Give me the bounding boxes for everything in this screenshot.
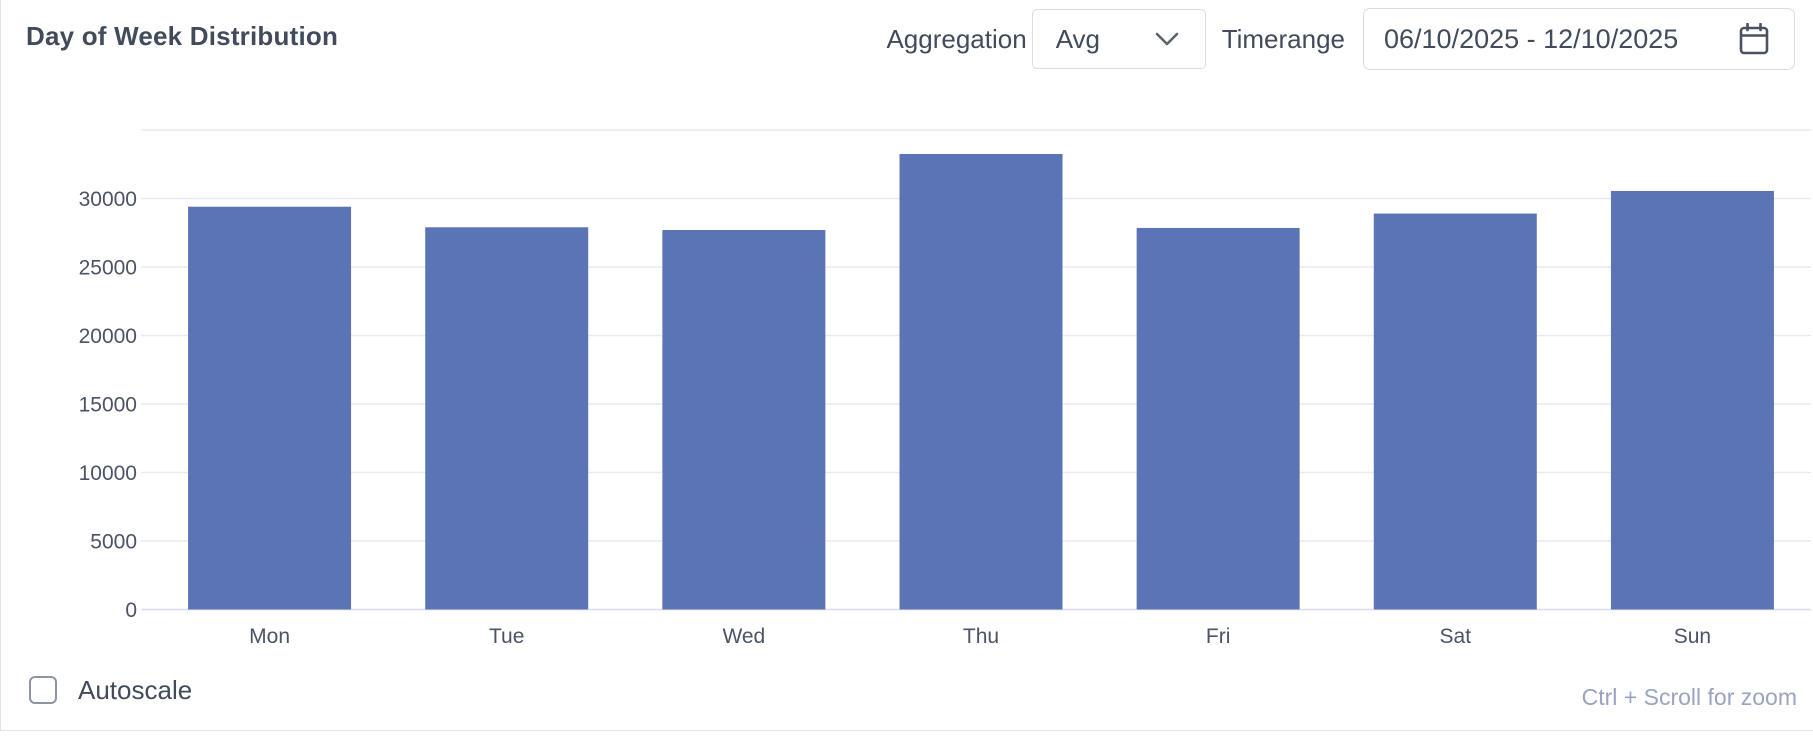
x-tick-label: Wed xyxy=(722,625,765,648)
x-tick-label: Sat xyxy=(1440,625,1472,648)
x-tick-label: Mon xyxy=(249,625,290,648)
chart-bar-tue[interactable] xyxy=(425,227,589,610)
x-tick-label: Fri xyxy=(1206,625,1231,648)
aggregation-selected-value: Avg xyxy=(1055,23,1101,54)
aggregation-label: Aggregation xyxy=(886,23,1027,54)
autoscale-label[interactable]: Autoscale xyxy=(78,674,193,705)
x-tick-label: Sun xyxy=(1674,625,1711,648)
header-controls: Aggregation Avg Timerange 06/10/2025 - 1… xyxy=(886,8,1795,70)
autoscale-checkbox[interactable] xyxy=(29,676,57,704)
y-tick-label: 10000 xyxy=(79,462,137,485)
x-tick-label: Thu xyxy=(963,625,999,648)
timerange-input[interactable]: 06/10/2025 - 12/10/2025 xyxy=(1363,8,1795,70)
timerange-value: 06/10/2025 - 12/10/2025 xyxy=(1384,23,1679,54)
chart-bar-fri[interactable] xyxy=(1136,227,1300,610)
x-axis-labels: Mon Tue Wed Thu Fri Sat Sun xyxy=(249,625,1711,648)
chevron-down-icon xyxy=(1155,32,1178,46)
chart-bar-thu[interactable] xyxy=(899,153,1063,610)
chart-bars xyxy=(188,153,1774,610)
chart-bar-sun[interactable] xyxy=(1610,190,1774,610)
y-tick-label: 15000 xyxy=(79,394,137,417)
y-tick-label: 5000 xyxy=(90,531,137,554)
chart-bar-mon[interactable] xyxy=(188,206,352,610)
y-tick-label: 30000 xyxy=(79,188,137,211)
y-tick-label: 0 xyxy=(125,599,137,622)
bar-chart-canvas[interactable]: 0 5000 10000 15000 20000 25000 30000 Mon Tue Wed… xyxy=(1,78,1813,658)
timerange-label: Timerange xyxy=(1221,23,1345,54)
y-tick-label: 25000 xyxy=(79,257,137,280)
zoom-hint-text: Ctrl + Scroll for zoom xyxy=(1581,684,1797,710)
chart-bar-sat[interactable] xyxy=(1373,213,1537,610)
chart-bar-wed[interactable] xyxy=(662,230,826,610)
page-title: Day of Week Distribution xyxy=(26,21,339,51)
x-tick-label: Tue xyxy=(489,625,524,648)
calendar-icon xyxy=(1739,23,1769,55)
aggregation-select[interactable]: Avg xyxy=(1031,9,1206,69)
y-tick-label: 20000 xyxy=(79,325,137,348)
y-axis-labels: 0 5000 10000 15000 20000 25000 30000 xyxy=(79,188,137,622)
